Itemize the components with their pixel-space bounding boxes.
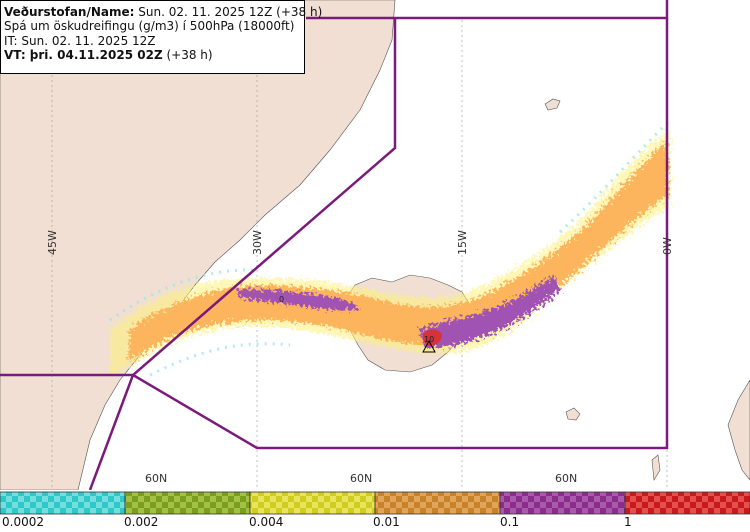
info-line-3: IT: Sun. 02. 11. 2025 12Z: [4, 33, 156, 48]
lon-label-30w: 30W: [251, 230, 264, 255]
contour-label-0: 0: [279, 295, 284, 304]
legend-swatch-olive: [124, 491, 251, 515]
greenland-landmass: [0, 0, 396, 490]
legend-tick-2: 0.002: [124, 515, 159, 529]
legend-swatch-orange: [374, 491, 501, 515]
info-line-4: VT: þri. 04.11.2025 02Z (+38 h): [4, 48, 304, 62]
lon-label-45w: 45W: [46, 230, 59, 255]
run-time: Sun. 02. 11. 2025 12Z (+38 h): [138, 5, 323, 19]
legend-tick-4: 0.01: [373, 515, 400, 529]
legend-swatch-purple: [499, 491, 626, 515]
legend-tick-1: 0.0002: [2, 515, 44, 529]
ash-dispersion-map[interactable]: 45W 30W 15W 0W 60N 60N 60N 0 10: [0, 0, 750, 490]
lon-label-15w: 15W: [456, 230, 469, 255]
airspace-boundary-west: [0, 373, 135, 490]
info-line-2: Spá um öskudreifingu (g/m3) í 500hPa (18…: [4, 19, 295, 34]
ash-plume-purple-west: [238, 289, 360, 311]
legend-swatch-yellow: [249, 491, 376, 515]
legend-colorbar: [0, 491, 750, 515]
lat-label-60n-2: 60N: [350, 472, 372, 485]
valid-time: VT: þri. 04.11.2025 02Z: [4, 48, 163, 63]
island-small: [544, 98, 561, 111]
legend-swatch-cyan: [0, 491, 126, 515]
forecast-info-box: Veðurstofan/Name: Sun. 02. 11. 2025 12Z …: [0, 0, 322, 74]
volcano-source-icon[interactable]: [422, 339, 436, 353]
legend-tick-6: 1: [624, 515, 632, 529]
legend-swatch-red: [624, 491, 750, 515]
airspace-boundary-main: [130, 18, 669, 450]
lat-label-60n-3: 60N: [555, 472, 577, 485]
info-line-1: Veðurstofan/Name: Sun. 02. 11. 2025 12Z …: [4, 5, 322, 19]
ash-plume-red-core: [422, 329, 442, 346]
lon-label-0w: 0W: [661, 237, 674, 255]
ash-plume-cyan-specks: [109, 120, 670, 377]
contour-label-10: 10: [424, 335, 434, 344]
faroe-islands: [565, 407, 581, 421]
lat-label-60n-1: 60N: [145, 472, 167, 485]
shetland: [651, 454, 661, 481]
ash-plume-purple-east: [420, 275, 560, 348]
legend-tick-5: 0.1: [500, 515, 520, 529]
norway-coast: [727, 379, 750, 481]
valid-offset: (+38 h): [166, 48, 213, 63]
org-label: Veðurstofan/Name:: [4, 5, 135, 19]
legend-tick-3: 0.004: [249, 515, 284, 529]
concentration-legend: 0.0002 0.002 0.004 0.01 0.1 1: [0, 490, 750, 532]
